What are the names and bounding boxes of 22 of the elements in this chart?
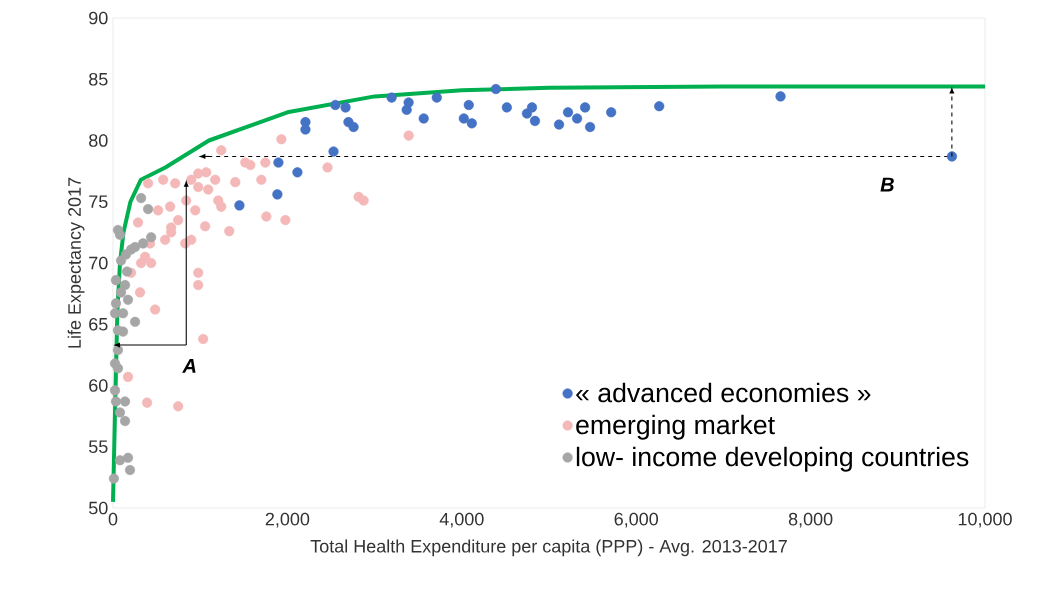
legend-label: « advanced economies » [576, 382, 871, 403]
y-tick-label: 85 [89, 72, 108, 86]
y-tick-label: 50 [88, 501, 108, 515]
y-tick-label: 60 [89, 379, 108, 392]
x-tick-label: 0 [108, 512, 118, 526]
y-tick-label: 65 [89, 317, 108, 331]
y-axis-title: Life Expectancy 2017 [67, 177, 85, 348]
x-axis-title: Total Health Expenditure per capita (PPP) - Avg. 2013-2017 [310, 539, 787, 557]
legend-label: emerging market [576, 414, 775, 440]
x-tick-label: 10,000 [958, 512, 1012, 528]
annotation: A [182, 359, 196, 373]
y-tick-label: 90 [89, 11, 108, 25]
x-tick-label: 2,000 [265, 512, 310, 528]
y-tick-label: 70 [89, 256, 108, 270]
annotation: B [880, 177, 894, 192]
legend-label: low- income developing countries [576, 446, 969, 472]
x-tick-label: 4,000 [439, 512, 484, 528]
y-tick-label: 55 [88, 440, 108, 454]
y-tick-label: 75 [89, 195, 108, 209]
x-tick-label: 8,000 [788, 512, 833, 528]
y-tick-label: 80 [89, 134, 108, 147]
x-tick-label: 6,000 [614, 512, 659, 528]
